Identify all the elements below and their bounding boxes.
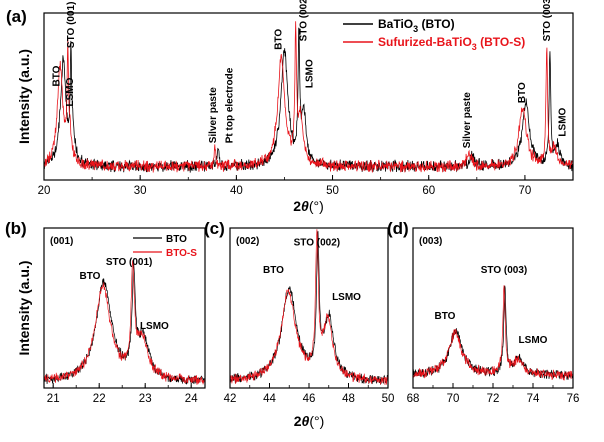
panel-b: 21 22 23 24 (b) (001) BTO STO (001) LSMO [5,219,206,405]
peak-annotation: STO (003) [542,0,553,41]
legend-label: BTO [166,234,187,245]
bto-trace [44,262,205,385]
peak-annotation: STO (001) [106,257,153,268]
peak-annotation: BTO [435,311,456,322]
peak-annotation: LSMO [557,107,568,136]
x-tick-label: 21 [47,393,60,405]
panel-a: 20 30 40 50 60 70 (a) BTO STO (001) LSMO Silver pa… [6,0,574,214]
peak-annotation: LSMO [304,59,315,88]
x-tick-label: 23 [139,393,152,405]
panel-label: (c) [204,219,225,238]
bto-trace [44,27,573,173]
y-axis-title-b: Intensity (a.u.) [16,261,32,356]
peak-annotation: Silver paste [208,87,219,144]
plane-label: (002) [236,236,259,247]
plot-frame [43,227,206,389]
peak-annotation: LSMO [65,77,76,106]
legend-label-sub: 3 [472,42,477,52]
x-tick-label: 76 [567,393,580,405]
legend-label-sub: 3 [413,24,418,34]
bto-s-trace [44,21,573,173]
legend-label: BaTiO3 (BTO) [378,17,455,34]
x-tick-label: 24 [185,393,198,405]
x-tick-label: 48 [342,393,355,405]
plane-label: (003) [419,236,442,247]
panel-label: (b) [5,219,27,238]
peak-annotation: STO (002) [294,238,341,249]
x-tick-label: 60 [422,185,435,197]
bto-s-trace [230,229,388,386]
x-tick-label: 20 [38,185,51,197]
plane-label: (001) [50,236,73,247]
peak-annotation: BTO [51,65,62,86]
plot-frame [43,12,574,181]
x-tick-label: 50 [382,393,395,405]
x-axis-title: 2θ(°) [293,198,324,214]
panel-d: 68 70 72 74 76 (d) (003) BTO STO (003) LSMO [387,219,579,405]
legend: BaTiO3 (BTO)Sufurized-BaTiO3 (BTO-S) [343,17,525,52]
bto-s-trace [413,285,573,381]
legend-b: BTO BTO-S [133,234,197,259]
y-axis-title: Intensity (a.u.) [16,49,32,144]
x-tick-label: 42 [224,393,237,405]
peak-annotation: STO (001) [66,2,77,49]
bto-trace [230,231,388,385]
peak-annotation: LSMO [519,335,548,346]
x-tick-label: 46 [303,393,316,405]
x-tick-label: 72 [487,393,500,405]
bto-s-trace [44,259,205,385]
x-axis-title-prefix: 2 [294,413,302,429]
x-axis-title-theta: θ [302,413,310,429]
legend-label-suffix: (BTO-S) [477,35,525,49]
x-tick-label: 50 [326,185,339,197]
x-tick-label: 30 [134,185,147,197]
x-axis-title-theta: θ [301,198,309,214]
plot-frame [229,227,389,389]
peak-annotation: STO (002) [299,0,310,41]
x-axis-title-unit: (°) [309,198,324,214]
x-axis-title-prefix: 2 [293,198,301,214]
legend-label-prefix: BaTiO [378,17,413,31]
x-axis-title-bottom: 2θ(°) [294,413,325,429]
x-tick-label: 70 [447,393,460,405]
panel-label: (d) [387,219,409,238]
peak-annotation: BTO [263,265,284,276]
panel-label: (a) [6,7,27,26]
x-tick-label: 68 [407,393,420,405]
legend-label: BTO-S [166,248,197,259]
x-tick-label: 22 [93,393,106,405]
peak-annotation: Silver paste [462,92,473,149]
legend-label: Sufurized-BaTiO3 (BTO-S) [378,35,525,52]
peak-annotation: LSMO [140,321,169,332]
peak-annotation: STO (003) [481,265,528,276]
x-tick-label: 70 [519,185,532,197]
x-tick-label: 40 [230,185,243,197]
panel-c: 42 44 46 48 50 (c) (002) BTO STO (002) LSMO [204,219,394,405]
legend-label-suffix: (BTO) [418,17,454,31]
x-axis-title-unit: (°) [309,413,324,429]
peak-annotation: Pt top electrode [225,67,236,143]
peak-annotation: BTO [517,82,528,103]
plot-frame [412,227,574,389]
x-tick-label: 44 [263,393,276,405]
peak-annotation: LSMO [332,292,361,303]
peak-annotation: BTO [274,29,285,50]
peak-annotation: BTO [80,271,101,282]
x-tick-label: 74 [527,393,540,405]
legend-label-prefix: Sufurized-BaTiO [378,35,472,49]
